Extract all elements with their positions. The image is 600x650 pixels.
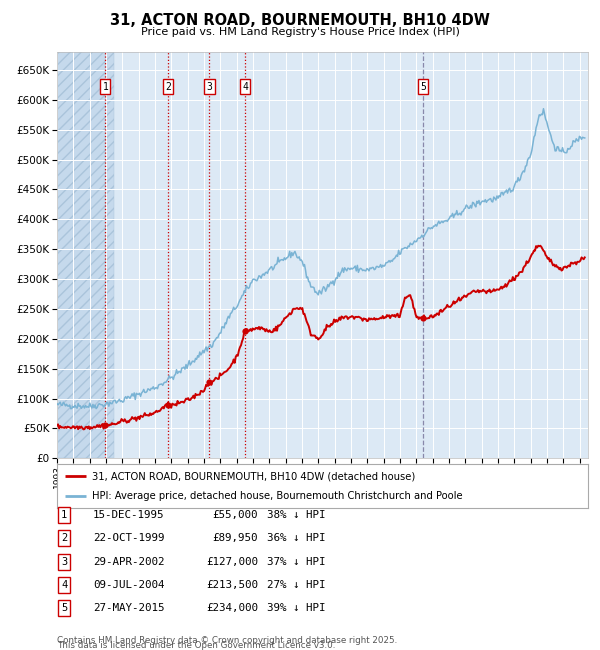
Text: 36% ↓ HPI: 36% ↓ HPI	[267, 533, 325, 543]
Text: 37% ↓ HPI: 37% ↓ HPI	[267, 556, 325, 567]
Text: 27-MAY-2015: 27-MAY-2015	[93, 603, 164, 614]
Text: 2: 2	[166, 81, 171, 92]
Bar	[57, 52, 114, 458]
Text: 22-OCT-1999: 22-OCT-1999	[93, 533, 164, 543]
Text: 2: 2	[61, 533, 67, 543]
Text: 3: 3	[61, 556, 67, 567]
Text: 38% ↓ HPI: 38% ↓ HPI	[267, 510, 325, 520]
Text: £234,000: £234,000	[206, 603, 258, 614]
Text: 27% ↓ HPI: 27% ↓ HPI	[267, 580, 325, 590]
Text: 4: 4	[61, 580, 67, 590]
Text: 39% ↓ HPI: 39% ↓ HPI	[267, 603, 325, 614]
Text: 15-DEC-1995: 15-DEC-1995	[93, 510, 164, 520]
Text: £213,500: £213,500	[206, 580, 258, 590]
Text: 1: 1	[103, 81, 108, 92]
Text: 31, ACTON ROAD, BOURNEMOUTH, BH10 4DW (detached house): 31, ACTON ROAD, BOURNEMOUTH, BH10 4DW (d…	[92, 471, 415, 481]
Text: 5: 5	[61, 603, 67, 614]
Text: HPI: Average price, detached house, Bournemouth Christchurch and Poole: HPI: Average price, detached house, Bour…	[92, 491, 462, 501]
Text: £55,000: £55,000	[212, 510, 258, 520]
Text: 29-APR-2002: 29-APR-2002	[93, 556, 164, 567]
Bar	[57, 52, 114, 458]
Text: 5: 5	[420, 81, 426, 92]
Text: 3: 3	[206, 81, 212, 92]
Text: This data is licensed under the Open Government Licence v3.0.: This data is licensed under the Open Gov…	[57, 641, 335, 650]
Text: 1: 1	[61, 510, 67, 520]
Text: 4: 4	[242, 81, 248, 92]
Text: £89,950: £89,950	[212, 533, 258, 543]
Text: 31, ACTON ROAD, BOURNEMOUTH, BH10 4DW: 31, ACTON ROAD, BOURNEMOUTH, BH10 4DW	[110, 13, 490, 28]
Text: 09-JUL-2004: 09-JUL-2004	[93, 580, 164, 590]
Text: £127,000: £127,000	[206, 556, 258, 567]
Text: Price paid vs. HM Land Registry's House Price Index (HPI): Price paid vs. HM Land Registry's House …	[140, 27, 460, 37]
Text: Contains HM Land Registry data © Crown copyright and database right 2025.: Contains HM Land Registry data © Crown c…	[57, 636, 397, 645]
